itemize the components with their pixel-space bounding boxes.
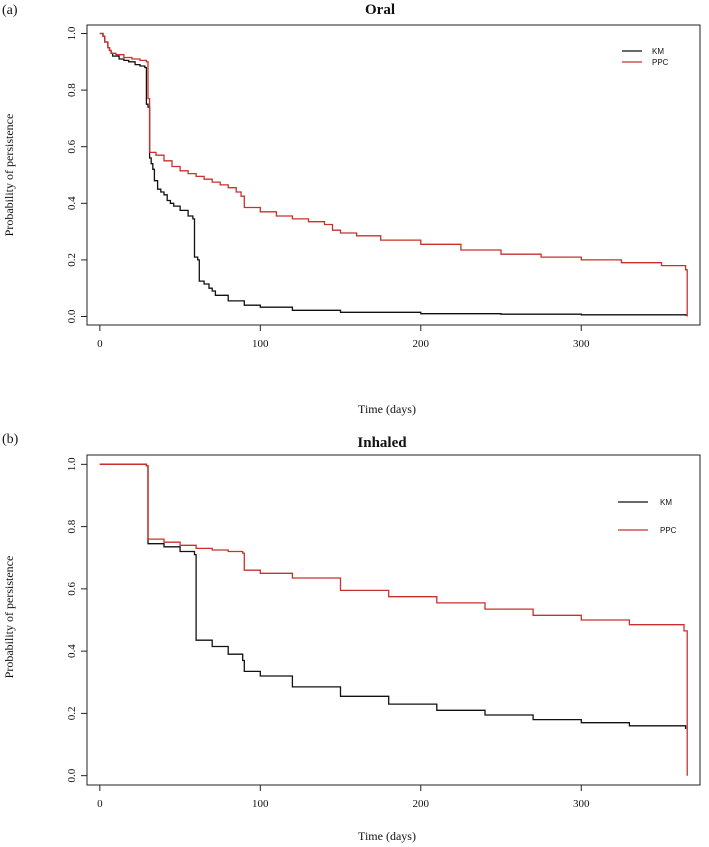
x-axis-label: Time (days) [358, 402, 416, 416]
series-line-km [99, 463, 687, 729]
chart-title: Inhaled [357, 435, 407, 451]
x-tick-label: 300 [573, 798, 590, 810]
panel-oral: (a) Oral 0.0 0.2 0.4 0.6 0.8 1.0 0 100 200 300 P… [2, 2, 701, 416]
y-tick-label: 0.2 [66, 253, 78, 267]
y-tick-label: 1.0 [66, 457, 78, 471]
y-tick-label: 0.4 [66, 196, 78, 210]
x-axis: 0 100 200 300 [97, 785, 590, 810]
series-lines [99, 463, 688, 776]
x-tick-label: 200 [413, 798, 430, 810]
y-tick-label: 0.8 [66, 519, 78, 533]
legend: KM PPC [618, 498, 677, 535]
plot-frame [86, 24, 701, 326]
y-tick-label: 0.8 [66, 83, 78, 97]
y-axis-label: Probability of persistence [2, 114, 16, 237]
x-tick-label: 100 [252, 798, 269, 810]
series-line-ppc [99, 32, 688, 317]
y-axis: 0.0 0.2 0.4 0.6 0.8 1.0 [66, 457, 87, 783]
y-tick-label: 0.0 [66, 768, 78, 782]
x-tick-label: 100 [252, 338, 269, 350]
x-tick-label: 200 [413, 338, 430, 350]
series-lines [99, 32, 688, 317]
legend-label-ppc: PPC [652, 58, 669, 67]
y-tick-label: 0.0 [66, 309, 78, 323]
legend: KM PPC [622, 47, 669, 67]
y-tick-label: 0.2 [66, 707, 78, 721]
x-tick-label: 300 [573, 338, 590, 350]
series-line-ppc [99, 463, 688, 776]
panel-label: (a) [2, 3, 18, 18]
y-axis: 0.0 0.2 0.4 0.6 0.8 1.0 [66, 26, 87, 323]
x-tick-label: 0 [97, 798, 103, 810]
legend-label-km: KM [660, 498, 672, 507]
legend-label-km: KM [652, 47, 664, 56]
y-axis-label: Probability of persistence [2, 556, 16, 679]
chart-title: Oral [365, 2, 395, 18]
y-tick-label: 0.6 [66, 581, 78, 595]
panel-inhaled: (b) Inhaled 0.0 0.2 0.4 0.6 0.8 1.0 0 100 200 30… [2, 432, 701, 843]
legend-label-ppc: PPC [660, 526, 677, 535]
x-axis-label: Time (days) [358, 829, 416, 843]
x-tick-label: 0 [97, 338, 103, 350]
y-tick-label: 1.0 [66, 26, 78, 40]
plot-frame [86, 454, 701, 786]
series-line-km [99, 32, 688, 316]
panel-label: (b) [2, 432, 19, 447]
y-tick-label: 0.4 [66, 644, 78, 658]
y-tick-label: 0.6 [66, 139, 78, 153]
x-axis: 0 100 200 300 [97, 325, 590, 350]
